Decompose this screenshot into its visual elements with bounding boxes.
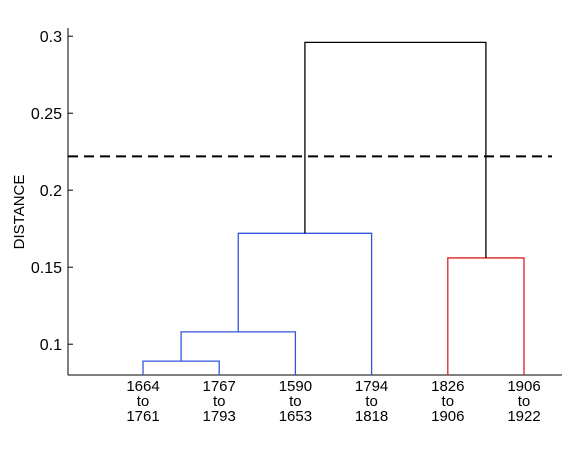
y-tick-label: 0.2 — [40, 183, 62, 200]
leaf-label-l6: 1906 to 1922 — [507, 378, 540, 425]
y-tick-label: 0.15 — [31, 260, 62, 277]
dendrogram-link-c — [237, 232, 373, 375]
axes: 0.1 0.15 0.2 0.25 0.3 — [31, 28, 562, 376]
leaf-label-l5: 1826 to 1906 — [431, 378, 464, 425]
leaf-label-l4: 1794 to 1818 — [355, 378, 388, 425]
y-tick-label: 0.25 — [31, 106, 62, 123]
leaf-label-l1: 1664 to 1761 — [126, 378, 159, 425]
dendrogram-link-a — [142, 360, 220, 375]
y-tick-label: 0.1 — [40, 337, 62, 354]
dendrogram-link-e — [304, 41, 487, 258]
leaf-labels: 1664 to 1761 1767 to 1793 1590 to 1653 1794 to 1818… — [126, 378, 540, 425]
leaf-label-l3: 1590 to 1653 — [279, 378, 312, 425]
dendrogram-link-b — [180, 331, 297, 375]
dendrogram-link-d — [447, 257, 525, 375]
y-tick-label: 0.3 — [40, 29, 62, 46]
leaf-label-l2: 1767 to 1793 — [203, 378, 236, 425]
y-axis-title: DISTANCE — [11, 175, 28, 250]
dendrogram-links — [142, 41, 525, 375]
